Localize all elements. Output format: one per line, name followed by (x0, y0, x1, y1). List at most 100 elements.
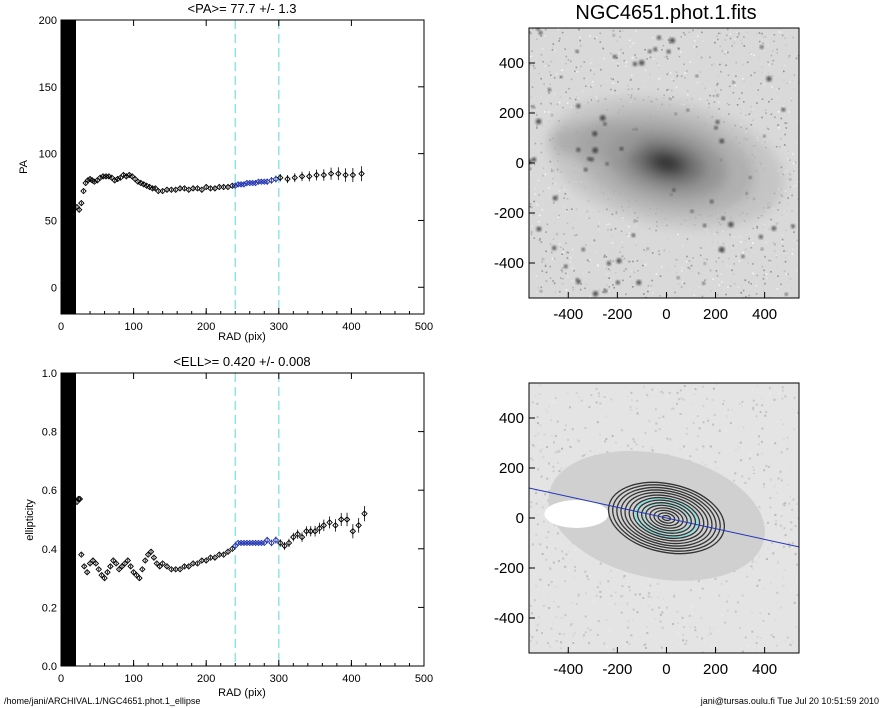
noise-pixel (778, 42, 781, 45)
pa-data-points (73, 166, 365, 214)
noise-pixel (545, 280, 548, 282)
noise-pixel (536, 461, 539, 464)
noise-pixel (532, 64, 535, 67)
noise-pixel (595, 401, 598, 404)
noise-pixel (777, 209, 779, 211)
noise-pixel (654, 408, 657, 411)
noise-pixel (584, 426, 587, 429)
noise-pixel (780, 512, 783, 515)
noise-pixel (767, 521, 769, 524)
noise-pixel (563, 607, 566, 610)
noise-pixel (640, 260, 643, 263)
noise-pixel (552, 169, 555, 172)
noise-pixel (567, 438, 570, 441)
noise-pixel (732, 470, 735, 473)
noise-pixel (722, 284, 724, 287)
noise-pixel (717, 293, 719, 296)
star (784, 292, 788, 296)
x-tick-label: 400 (342, 321, 360, 333)
pa-title: <PA>= 77.7 +/- 1.3 (188, 1, 297, 16)
noise-pixel (663, 94, 665, 96)
noise-pixel (780, 479, 783, 482)
noise-pixel (626, 603, 629, 606)
noise-pixel (783, 569, 786, 571)
data-point (78, 551, 85, 558)
pa-x-label: RAD (pix) (218, 331, 266, 343)
ell-plot-frame (60, 372, 425, 667)
noise-pixel (630, 447, 633, 450)
noise-pixel (793, 170, 795, 172)
noise-pixel (715, 383, 718, 386)
noise-pixel (646, 393, 649, 396)
noise-pixel (602, 291, 605, 294)
pa-direction-line (529, 487, 799, 548)
noise-pixel (790, 97, 793, 100)
noise-pixel (784, 534, 787, 537)
noise-pixel (752, 242, 754, 244)
star (789, 178, 792, 181)
noise-pixel (548, 405, 551, 408)
noise-pixel (683, 282, 686, 285)
noise-pixel (652, 58, 655, 60)
noise-pixel (770, 634, 773, 637)
x-tick-label: -200 (602, 661, 632, 678)
noise-pixel (733, 283, 736, 285)
noise-pixel (688, 267, 691, 270)
star (587, 157, 591, 161)
noise-pixel (683, 445, 686, 448)
noise-pixel (773, 250, 776, 252)
noise-pixel (531, 401, 534, 404)
noise-pixel (554, 291, 557, 293)
noise-pixel (536, 127, 538, 129)
noise-pixel (595, 594, 598, 597)
noise-pixel (772, 464, 775, 467)
x-tick-label: 300 (270, 321, 288, 333)
noise-pixel (529, 31, 531, 33)
star (538, 31, 543, 35)
noise-pixel (621, 594, 624, 597)
star (616, 258, 622, 264)
noise-pixel (560, 246, 562, 249)
noise-pixel (532, 28, 534, 31)
noise-pixel (707, 417, 710, 420)
noise-pixel (556, 585, 559, 588)
noise-pixel (562, 188, 565, 191)
noise-pixel (786, 203, 789, 206)
y-tick-label: 100 (39, 149, 57, 161)
noise-pixel (747, 644, 750, 647)
noise-pixel (716, 82, 719, 85)
noise-pixel (574, 548, 577, 551)
noise-pixel (687, 90, 689, 92)
noise-pixel (556, 72, 558, 75)
noise-pixel (766, 442, 769, 445)
noise-pixel (740, 292, 742, 294)
noise-pixel (705, 50, 708, 52)
noise-pixel (554, 56, 556, 58)
noise-pixel (572, 634, 575, 637)
noise-pixel (607, 229, 609, 231)
noise-pixel (755, 415, 758, 418)
noise-pixel (639, 621, 642, 624)
noise-pixel (658, 629, 661, 632)
noise-pixel (530, 90, 532, 92)
noise-pixel (538, 525, 541, 528)
noise-pixel (741, 400, 744, 403)
noise-pixel (652, 292, 654, 294)
noise-pixel (531, 50, 533, 52)
noise-pixel (544, 493, 547, 496)
noise-pixel (533, 388, 536, 391)
noise-pixel (600, 85, 602, 87)
noise-pixel (731, 114, 734, 116)
noise-pixel (746, 259, 749, 261)
noise-pixel (542, 167, 545, 170)
noise-pixel (682, 244, 684, 247)
noise-pixel (791, 287, 793, 289)
noise-pixel (647, 96, 650, 98)
noise-pixel (688, 614, 691, 617)
noise-pixel (699, 254, 702, 257)
noise-pixel (748, 294, 750, 297)
pa-line (529, 487, 799, 548)
noise-pixel (791, 253, 794, 255)
noise-pixel (708, 626, 711, 629)
noise-pixel (658, 250, 660, 252)
